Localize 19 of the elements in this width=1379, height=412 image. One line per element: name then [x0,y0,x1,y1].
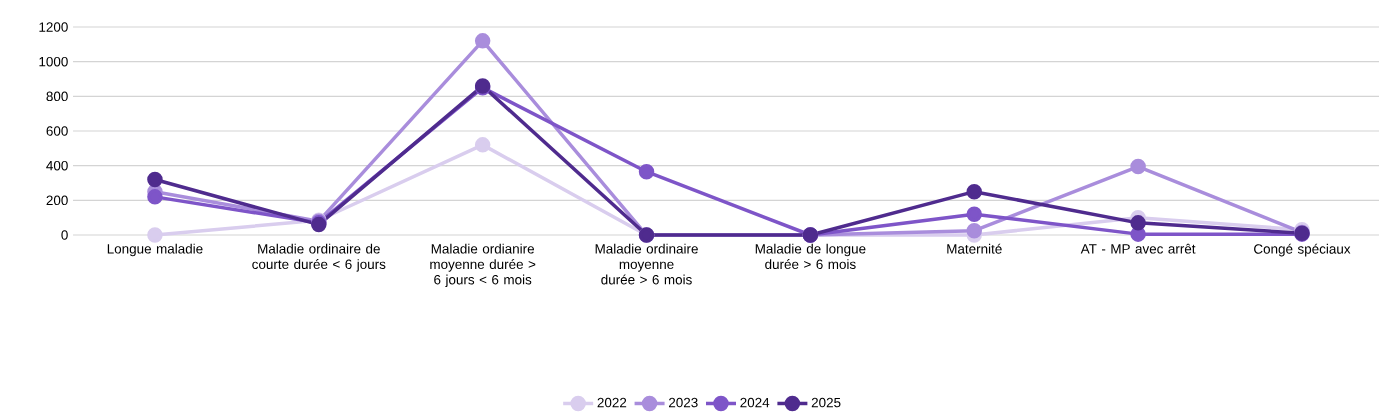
x-tick-label: Maladie ordianire moyenne durée > 6 jours < 6 mois [430,243,536,288]
y-tick-label: 0 [61,230,68,240]
legend-label: 2023 [668,397,698,408]
y-tick-label: 800 [46,91,68,102]
x-tick-label: Congé spéciaux [1254,243,1351,257]
y-tick-label: 1200 [39,22,68,32]
x-tick-label: Maladie ordinaire de courte durée < 6 jours [252,243,386,272]
x-tick-label: AT - MP avec arrêt [1080,243,1196,254]
x-tick-label: Maladie ordinaire moyenne durée > 6 mois [595,243,698,285]
x-tick-label: Maternité [947,243,1002,254]
x-tick-label: Longue maladie [107,243,203,257]
y-tick-label: 1000 [39,56,68,67]
legend-label: 2025 [811,397,841,408]
y-tick-label: 200 [46,195,68,206]
y-tick-label: 400 [46,160,68,171]
x-tick-label: Maladie de longue durée > 6 mois [755,243,866,269]
y-tick-label: 600 [46,126,68,136]
legend-label: 2022 [597,397,627,408]
legend-label: 2024 [740,397,770,408]
